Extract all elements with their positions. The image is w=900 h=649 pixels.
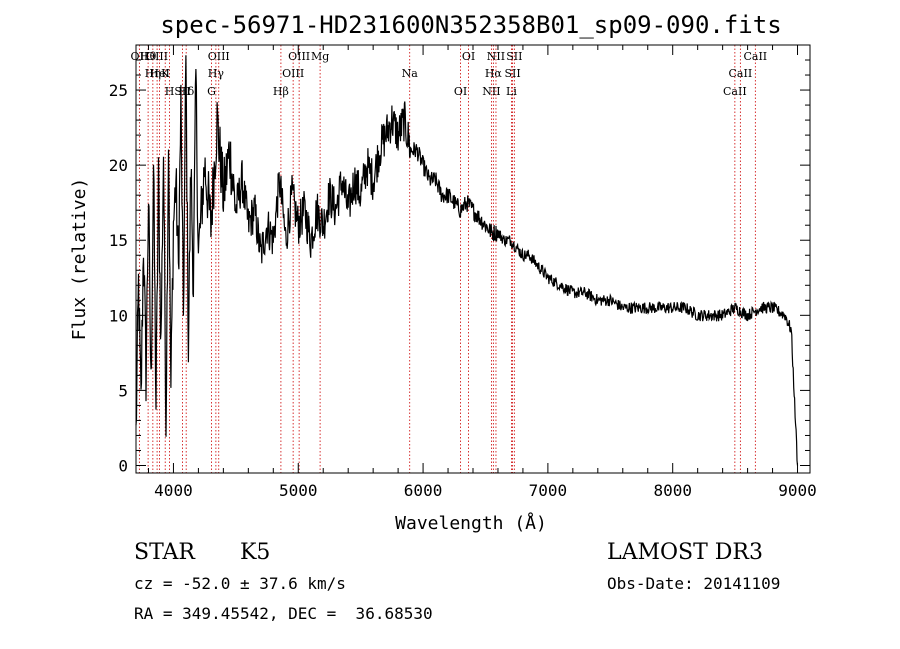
line-label: Hθ [140,50,157,63]
line-label: Hγ [208,67,225,80]
emission-line-markers [138,45,756,473]
line-label: CaII [723,85,747,98]
line-label: OIII [282,67,304,80]
x-tick-label: 9000 [778,481,817,500]
chart-title: spec-56971-HD231600N352358B01_sp09-090.f… [160,11,781,39]
survey-label: LAMOST DR3 [607,540,763,565]
plot-frame [135,44,811,474]
line-label: OII [131,50,149,63]
spectrum-line [135,55,799,466]
x-tick-label: 4000 [154,481,193,500]
line-label: Hβ [273,85,289,98]
line-label: CaII [729,67,753,80]
class-label: STAR [134,540,195,565]
line-label: NII [487,50,505,63]
line-label: OI [462,50,475,63]
x-tick-label: 5000 [279,481,318,500]
line-label: SII [506,50,522,63]
line-label: OIII [146,50,168,63]
obs-date: Obs-Date: 20141109 [607,574,781,593]
y-tick-label: 25 [109,81,128,100]
line-label: OIII [288,50,310,63]
line-label: Li [506,85,517,98]
y-tick-label: 0 [118,456,128,475]
y-axis-ticks: 0 5 10 15 20 25 [109,59,810,475]
line-label: OI [454,85,467,98]
y-tick-label: 20 [109,156,128,175]
line-label: OIII [208,50,230,63]
line-label: SII [504,67,520,80]
subclass-label: K5 [240,540,271,565]
line-label: HeI [149,67,169,80]
x-axis-ticks: 4000 5000 6000 7000 8000 9000 [147,45,817,500]
emission-line-labels: HθKHδOIIHeISIIOIIIHηHOIIIHγGOIIIOIIIHβMg… [131,50,768,98]
line-label: H [165,85,175,98]
line-label: K [161,67,170,80]
line-label: SII [174,85,190,98]
line-label: G [207,85,216,98]
x-tick-label: 6000 [404,481,443,500]
line-label: Mg [311,50,329,63]
x-tick-label: 7000 [529,481,568,500]
line-label: Na [402,67,419,80]
x-tick-label: 8000 [653,481,692,500]
line-label: Hη [145,67,161,80]
y-tick-label: 5 [118,381,128,400]
y-tick-label: 15 [109,231,128,250]
line-label: NII [482,85,500,98]
y-tick-label: 10 [109,306,128,325]
x-axis-label: Wavelength (Å) [395,512,547,534]
y-axis-label: Flux (relative) [69,178,90,341]
redshift-readout: cz = -52.0 ± 37.6 km/s [134,574,346,593]
line-label: Hα [485,67,503,80]
coordinates: RA = 349.45542, DEC = 36.68530 [134,604,433,623]
line-label: CaII [743,50,767,63]
